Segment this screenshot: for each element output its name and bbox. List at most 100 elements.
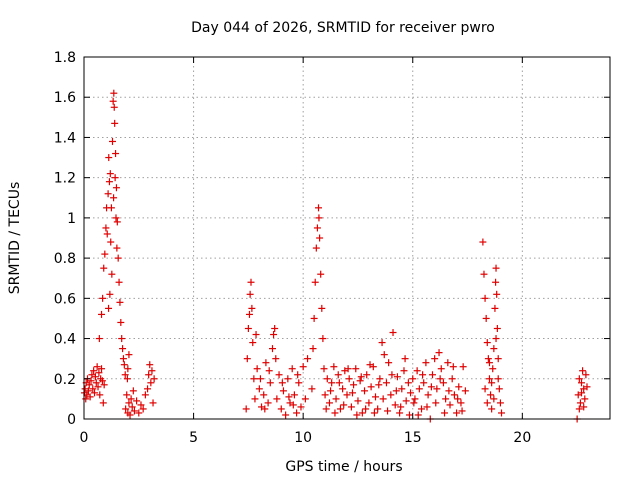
data-point xyxy=(145,371,153,379)
data-point xyxy=(458,407,466,415)
data-point xyxy=(309,345,317,353)
data-point xyxy=(414,411,422,419)
data-point xyxy=(409,375,417,383)
data-point xyxy=(581,395,589,403)
data-point xyxy=(578,389,586,397)
data-point xyxy=(107,204,115,212)
data-point xyxy=(362,405,370,413)
data-point xyxy=(252,331,260,339)
x-tick-label: 0 xyxy=(80,430,89,446)
data-point xyxy=(331,409,339,417)
data-point xyxy=(321,391,329,399)
data-point xyxy=(98,310,106,318)
data-point xyxy=(393,373,401,381)
data-point xyxy=(493,325,501,332)
data-point xyxy=(246,290,254,298)
data-point xyxy=(580,403,588,411)
data-point xyxy=(415,385,423,393)
x-tick-label: 10 xyxy=(294,430,312,446)
data-point xyxy=(261,405,269,413)
data-point xyxy=(250,375,258,383)
data-point xyxy=(150,375,158,383)
data-point xyxy=(122,405,130,413)
data-point xyxy=(391,401,399,409)
data-point xyxy=(396,409,404,417)
data-point xyxy=(352,365,360,373)
axis-ticks: 0 0.2 0.4 0.6 0.8 1 1.2 1.4 1.6 1.8 0 5 10 15 20 xyxy=(54,50,610,446)
data-point xyxy=(98,365,106,373)
data-point xyxy=(387,391,395,399)
data-point xyxy=(344,365,352,373)
data-point xyxy=(251,395,259,403)
data-point xyxy=(422,359,430,367)
x-axis-title: GPS time / hours xyxy=(285,459,402,475)
data-point xyxy=(112,150,120,158)
data-point xyxy=(115,278,123,286)
data-point xyxy=(454,395,462,403)
data-point xyxy=(401,355,409,363)
data-point xyxy=(480,270,488,278)
data-point xyxy=(243,355,251,363)
plot-frame xyxy=(83,56,611,420)
data-point xyxy=(82,395,90,403)
data-point xyxy=(354,397,362,405)
data-point xyxy=(148,367,156,375)
y-tick-label: 1.4 xyxy=(54,130,76,146)
data-point xyxy=(294,371,302,379)
data-point xyxy=(323,375,331,383)
data-point xyxy=(492,264,500,272)
data-point xyxy=(264,399,272,407)
data-point xyxy=(405,411,413,419)
data-point xyxy=(315,214,323,222)
grid-layer xyxy=(84,57,610,419)
data-point xyxy=(397,403,405,411)
data-point xyxy=(398,385,406,393)
data-point xyxy=(435,349,443,357)
data-point xyxy=(371,393,379,401)
data-point xyxy=(275,371,283,379)
data-point xyxy=(110,194,118,202)
data-point xyxy=(90,367,98,375)
data-point xyxy=(95,369,103,377)
data-point xyxy=(363,371,371,379)
data-point xyxy=(260,391,268,399)
data-point xyxy=(375,381,383,389)
data-point xyxy=(385,359,393,367)
data-point xyxy=(273,395,281,403)
data-point xyxy=(133,397,141,405)
data-point xyxy=(380,351,388,359)
data-point xyxy=(126,411,134,419)
data-point xyxy=(319,335,327,343)
data-point xyxy=(332,395,340,403)
data-point xyxy=(374,405,382,413)
data-point xyxy=(114,254,122,262)
data-point xyxy=(299,363,307,371)
data-point xyxy=(128,403,136,411)
data-point xyxy=(407,389,415,397)
data-point xyxy=(120,361,128,369)
data-point xyxy=(345,375,353,383)
data-point xyxy=(432,399,440,407)
data-point xyxy=(436,375,444,383)
data-point xyxy=(327,387,335,395)
data-point xyxy=(320,365,328,373)
data-point xyxy=(255,385,263,393)
data-point xyxy=(87,377,95,385)
data-point xyxy=(378,339,386,347)
data-point xyxy=(105,178,113,186)
y-tick-label: 0 xyxy=(67,412,76,428)
data-point xyxy=(336,405,344,413)
data-point xyxy=(293,409,301,417)
data-point xyxy=(495,385,503,393)
y-tick-label: 0.6 xyxy=(54,291,76,307)
data-point xyxy=(308,385,316,393)
data-point xyxy=(124,365,132,373)
data-point xyxy=(288,365,296,373)
data-point xyxy=(100,381,108,389)
data-point xyxy=(339,385,347,393)
data-point xyxy=(113,244,121,252)
data-point xyxy=(245,310,253,318)
data-point xyxy=(575,375,583,383)
data-point xyxy=(490,395,498,403)
